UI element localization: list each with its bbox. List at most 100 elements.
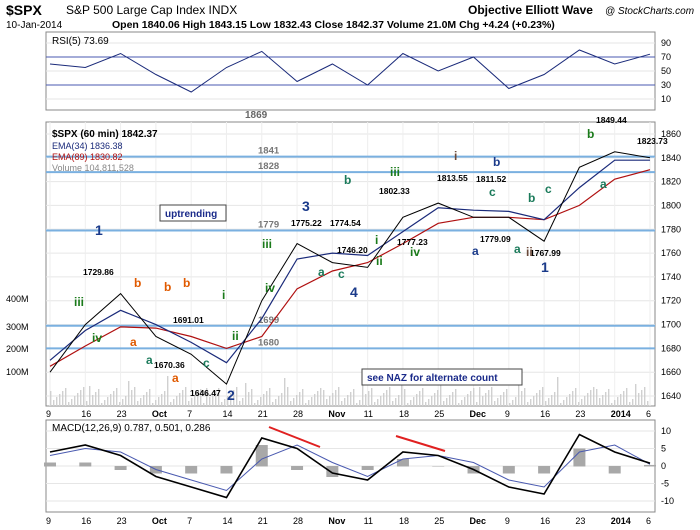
volume-bar — [302, 389, 304, 406]
volume-bar — [464, 397, 466, 406]
macd-histogram-bar — [185, 466, 198, 474]
x-tick-macd: 23 — [117, 516, 127, 526]
price-panel: 1860 1840 1820 1800 1780 1760 1740 1720 1700 1680… — [6, 115, 681, 407]
volume-bar — [515, 397, 517, 406]
wave-label: iv — [92, 331, 102, 345]
volume-bar — [362, 385, 364, 406]
volume-bar — [269, 388, 271, 406]
volume-bar — [152, 403, 154, 406]
wave-label: 1823.73 — [637, 136, 668, 146]
wave-label: 1691.01 — [173, 315, 204, 325]
volume-bar — [122, 399, 124, 406]
macd-histogram-bar — [291, 466, 304, 470]
level-label: 1680 — [258, 337, 279, 348]
macd-signal-line — [49, 444, 651, 492]
x-tick-price: 16 — [81, 409, 91, 419]
wave-label: a — [514, 242, 521, 256]
volume-bar — [440, 375, 442, 406]
volume-bar — [248, 392, 250, 406]
price-y-tick: 1740 — [661, 272, 681, 282]
volume-bar — [422, 388, 424, 406]
volume-bar — [389, 387, 391, 406]
volume-bar — [458, 403, 460, 406]
x-tick-price: Nov — [328, 409, 345, 419]
x-tick-price: 7 — [187, 409, 192, 419]
volume-bar — [605, 392, 607, 406]
wave-label: iii — [390, 165, 400, 179]
volume-bar — [263, 394, 265, 406]
price-y-tick: 1840 — [661, 153, 681, 163]
volume-bar — [332, 393, 334, 406]
ema89-line — [49, 169, 651, 367]
volume-bar — [230, 393, 232, 406]
volume-bar — [596, 389, 598, 406]
volume-bar — [260, 397, 262, 406]
wave-label: ii — [232, 329, 239, 343]
legend-ema34: EMA(34) 1836.38 — [52, 141, 123, 151]
rsi-y-tick: 50 — [661, 66, 671, 76]
price-y-tick: 1640 — [661, 391, 681, 401]
volume-bar — [272, 402, 274, 406]
volume-bar — [443, 401, 445, 406]
volume-bar — [365, 394, 367, 406]
wave-label: b — [528, 191, 535, 205]
x-tick-macd: 2014 — [611, 516, 631, 526]
volume-bar — [227, 396, 229, 406]
volume-bar — [647, 401, 649, 406]
volume-bar — [275, 399, 277, 406]
volume-bar — [209, 397, 211, 406]
volume-bar — [98, 389, 100, 406]
rsi-label: RSI(5) 73.69 — [52, 36, 109, 47]
x-tick-price: 18 — [399, 409, 409, 419]
volume-bar — [590, 390, 592, 406]
wave-label: i — [375, 233, 378, 247]
x-tick-macd: Nov — [328, 516, 345, 526]
volume-bar — [614, 400, 616, 406]
volume-bar — [584, 396, 586, 406]
volume-bar — [470, 391, 472, 406]
wave-label: 1813.55 — [437, 173, 468, 183]
volume-bar — [548, 398, 550, 406]
volume-bar — [221, 402, 223, 406]
volume-bar — [284, 378, 286, 406]
volume-bar — [287, 387, 289, 406]
volume-bar — [329, 396, 331, 406]
volume-bar — [635, 384, 637, 406]
x-tick-macd: 18 — [399, 516, 409, 526]
wave-label: 3 — [302, 198, 310, 214]
volume-bar — [326, 399, 328, 406]
rsi-y-tick: 70 — [661, 52, 671, 62]
wave-label: b — [164, 280, 171, 294]
volume-bar — [110, 394, 112, 406]
wave-label: a — [172, 371, 179, 385]
volume-bar — [560, 403, 562, 406]
symbol: $SPX — [6, 2, 42, 18]
volume-bar — [467, 394, 469, 406]
volume-bar — [323, 390, 325, 406]
volume-bar — [371, 388, 373, 406]
x-tick-price: 28 — [293, 409, 303, 419]
macd-divergence-2 — [395, 435, 446, 452]
price-y-tick: 1720 — [661, 296, 681, 306]
volume-bar — [92, 395, 94, 406]
volume-bar — [575, 388, 577, 406]
volume-bar — [617, 397, 619, 406]
macd-histogram-bar — [396, 459, 409, 467]
macd-histogram-bar — [361, 466, 374, 470]
volume-bar — [521, 391, 523, 406]
x-tick-macd: 16 — [540, 516, 550, 526]
volume-bar — [377, 399, 379, 406]
volume-bar — [374, 402, 376, 406]
macd-histogram-bar — [79, 462, 92, 467]
volume-bar — [53, 400, 55, 406]
macd-divergence-1 — [268, 426, 321, 448]
volume-bar — [50, 391, 52, 406]
volume-bar — [212, 394, 214, 406]
volume-bar — [347, 395, 349, 406]
alternate-count-box — [361, 368, 523, 386]
macd-histogram-bar — [608, 466, 621, 474]
x-tick-price: 9 — [505, 409, 510, 419]
wave-label: a — [146, 353, 153, 367]
volume-bar — [527, 402, 529, 406]
